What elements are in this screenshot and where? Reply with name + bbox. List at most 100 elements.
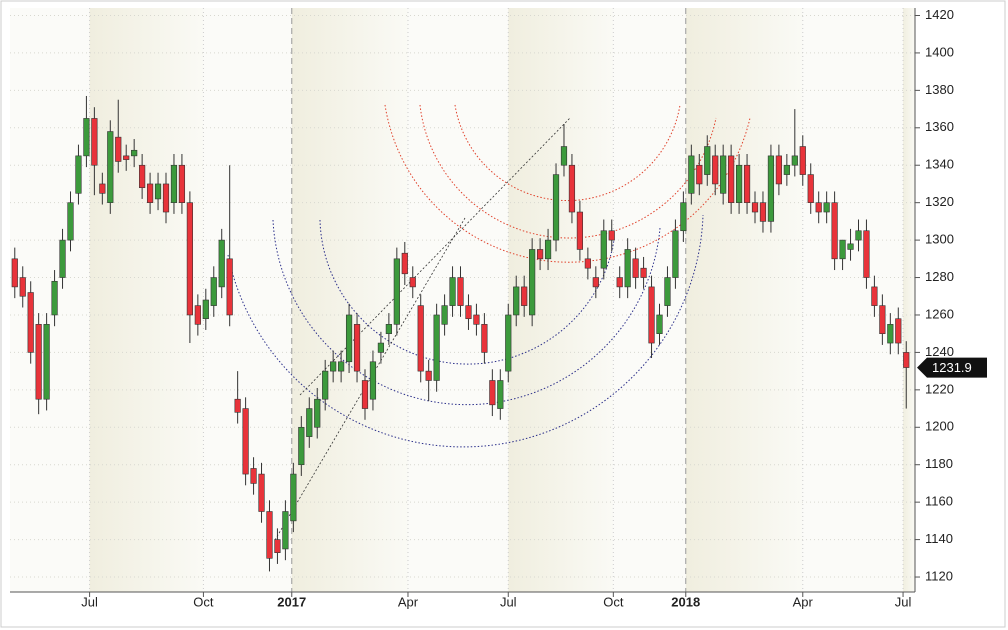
candle-body <box>330 361 337 372</box>
candle-body <box>664 277 671 306</box>
candle-body <box>871 286 878 306</box>
candle-body <box>457 277 464 306</box>
candle-body <box>345 314 353 363</box>
price-label: 1231.9 <box>932 360 972 375</box>
candle-body <box>314 398 321 428</box>
candle-body <box>258 473 265 512</box>
candle-body <box>544 239 552 260</box>
candle-body <box>115 136 122 162</box>
candle-body <box>107 131 114 203</box>
candle-body <box>521 286 528 306</box>
candle-body <box>584 258 591 269</box>
band <box>203 8 292 592</box>
candle-body <box>361 380 369 409</box>
x-tick-label: Jul <box>500 594 517 609</box>
candle-body <box>170 164 178 203</box>
candle-body <box>632 258 639 278</box>
candle-body <box>306 408 313 437</box>
candle-body <box>720 155 727 194</box>
candle-body <box>27 292 34 353</box>
candle-body <box>895 318 902 344</box>
y-tick-label: 1300 <box>925 232 954 247</box>
candle-body <box>616 277 623 288</box>
candle-body <box>799 146 806 175</box>
candle-body <box>409 277 416 288</box>
candle-body <box>385 324 392 334</box>
candle-body <box>35 324 42 400</box>
candle-body <box>552 174 560 241</box>
candle-body <box>139 164 146 188</box>
candle-body <box>417 305 424 372</box>
candle-body <box>290 473 297 522</box>
candle-body <box>513 286 520 316</box>
y-tick-label: 1320 <box>925 194 954 209</box>
candle-body <box>887 324 894 344</box>
candle-body <box>353 324 361 372</box>
y-tick-label: 1400 <box>925 44 954 59</box>
candle-body <box>131 149 138 157</box>
candle-body <box>696 164 703 185</box>
y-tick-label: 1280 <box>925 269 954 284</box>
candle-body <box>751 202 759 213</box>
candle-body <box>688 155 695 194</box>
candle-body <box>743 164 751 203</box>
fib-arcs <box>227 104 751 541</box>
candle-body <box>154 183 162 200</box>
candle-body <box>449 277 456 306</box>
candle-body <box>831 202 838 260</box>
x-tick-label: Jul <box>81 594 98 609</box>
y-tick-label: 1140 <box>925 531 953 546</box>
candle-body <box>218 239 225 288</box>
candle-body <box>473 314 480 325</box>
candle-body <box>441 305 448 325</box>
candle-body <box>823 202 830 213</box>
y-tick-label: 1160 <box>925 494 953 509</box>
arc <box>227 214 704 448</box>
candle-body <box>783 164 790 175</box>
y-tick-label: 1340 <box>925 157 954 172</box>
arc <box>319 219 615 365</box>
x-tick-label: 2017 <box>277 594 306 609</box>
candle-body <box>266 511 273 559</box>
candle-body <box>91 118 98 166</box>
candle-body <box>234 398 241 413</box>
candle-body <box>855 230 862 241</box>
candle-body <box>282 511 289 550</box>
candle-body <box>146 183 154 203</box>
candle-body <box>369 361 377 400</box>
candle-body <box>600 230 607 269</box>
candle-body <box>162 183 170 213</box>
candle-body <box>11 258 18 288</box>
trend-line <box>299 117 571 396</box>
candle-body <box>465 305 472 320</box>
y-tick-label: 1200 <box>925 419 954 434</box>
candle-body <box>75 155 82 194</box>
candle-body <box>656 314 663 334</box>
candle-body <box>807 174 814 203</box>
arc <box>419 104 717 239</box>
candle-body <box>210 277 217 306</box>
candle-body <box>186 202 193 316</box>
candle-body <box>393 258 400 325</box>
band <box>291 8 408 592</box>
x-tick-label: Oct <box>193 594 214 609</box>
candle-body <box>767 155 775 222</box>
candle-body <box>759 202 767 222</box>
arc <box>272 219 661 406</box>
candle-body <box>815 202 822 213</box>
x-tick-label: Apr <box>398 594 419 609</box>
candle-body <box>401 252 408 275</box>
band <box>10 8 90 592</box>
band <box>89 8 204 592</box>
candle-body <box>568 164 576 213</box>
candle-body <box>59 239 66 278</box>
candle-body <box>433 314 440 381</box>
y-tick-label: 1420 <box>925 7 954 22</box>
y-tick-label: 1220 <box>925 381 954 396</box>
candle-body <box>608 230 615 241</box>
candle-body <box>83 118 90 157</box>
candle-body <box>338 361 345 372</box>
candle-body <box>903 352 910 368</box>
candle-body <box>377 342 385 353</box>
